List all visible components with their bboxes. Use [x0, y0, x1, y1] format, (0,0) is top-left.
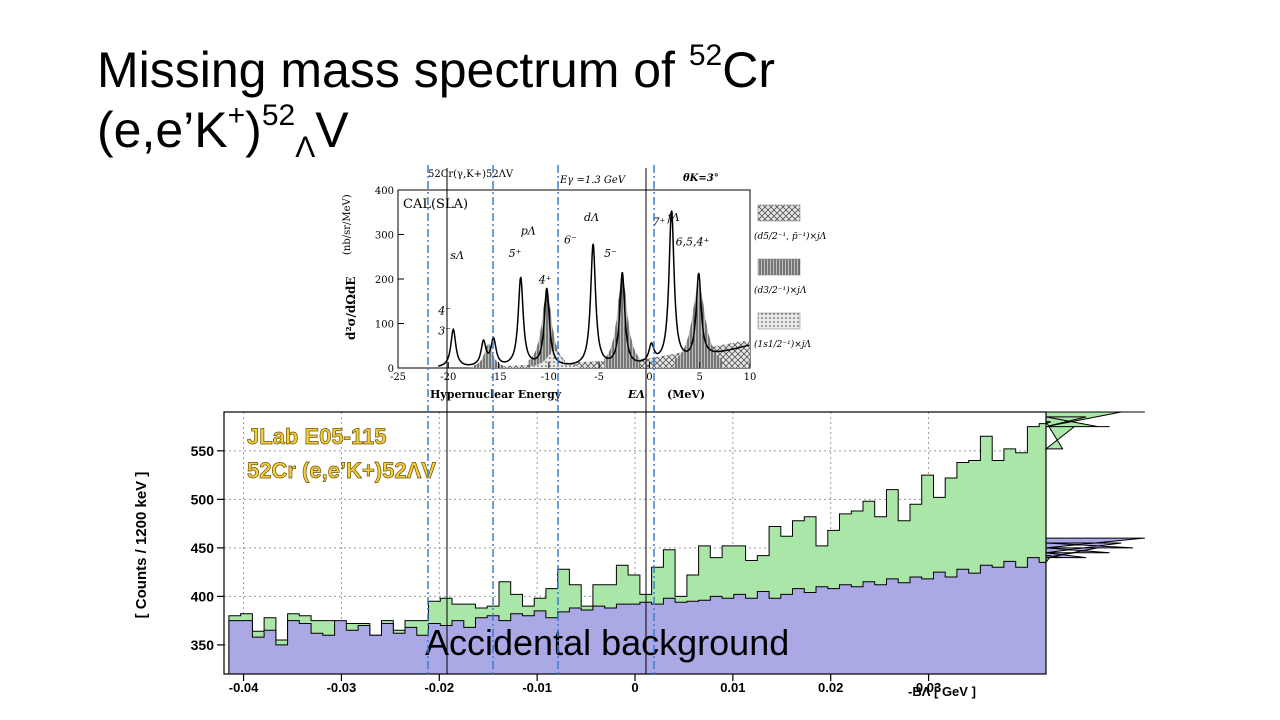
histogram-x-tick-label: -0.02: [424, 680, 454, 695]
theory-legend-swatch: [757, 204, 801, 222]
histogram-y-tick-label: 350: [191, 637, 215, 653]
theory-x-tick-label: -25: [390, 372, 406, 383]
histogram-y-tick-label: 400: [191, 588, 215, 604]
theory-peak-annotation: 5⁺: [509, 247, 522, 260]
theory-peak-annotation: fΛ: [667, 211, 680, 224]
theory-angle-label: θK=3°: [683, 173, 719, 184]
accidental-background-label: Accidental background: [425, 622, 789, 663]
theory-x-unit: (MeV): [667, 388, 705, 401]
theory-peak-annotation: sΛ: [450, 249, 464, 262]
theory-x-tick-label: 0: [646, 372, 652, 383]
theory-legend-swatch: [757, 258, 801, 276]
histogram-accidental-series: [228, 537, 1145, 675]
theory-model-label: CAL(SLA): [403, 197, 468, 212]
histogram-y-tick-label: 500: [191, 491, 215, 507]
title-line2: (e,e’K: [97, 102, 228, 158]
theory-peak-annotation: 4⁻: [437, 305, 451, 318]
theory-x-tick-label: 5: [697, 372, 703, 383]
theory-x-tick-label: -5: [594, 372, 604, 383]
experiment-label: JLab E05-115: [247, 424, 386, 449]
theory-peak-annotation: pΛ: [521, 225, 536, 238]
title-isotope-1: 52: [688, 39, 723, 72]
theory-y-label: d²σ/dΩdE: [344, 277, 358, 341]
slide-title: Missing mass spectrum of 52Cr (e,e’K+)52Λ…: [97, 39, 1197, 163]
theory-legend-label: (1s1/2⁻¹)×jΛ: [754, 339, 812, 350]
theory-peak-annotation: 6,5,4⁺: [676, 236, 710, 249]
theory-peak-annotation: 3⁻: [438, 325, 451, 338]
histogram-x-tick-label: 0.02: [818, 680, 843, 695]
theory-peak-annotation: 4⁺: [538, 273, 552, 286]
theory-vertical-component-peak: [528, 290, 565, 368]
histogram-y-label: [ Counts / 1200 keV ]: [133, 472, 150, 619]
histogram-x-tick-label: -0.03: [327, 680, 357, 695]
histogram-y-tick-label: 450: [191, 540, 215, 556]
theory-y-tick-label: 0: [388, 364, 394, 375]
theory-x-tick-label: -10: [541, 372, 557, 383]
histogram-x-tick-label: -0.04: [229, 680, 259, 695]
histogram-y-tick-label: 550: [191, 443, 215, 459]
theory-y-tick-label: 200: [375, 275, 394, 286]
theory-x-label: Hypernuclear Energy: [430, 388, 562, 401]
theory-beam-label: Eγ =1.3 GeV: [559, 175, 627, 186]
theory-peak-annotation: 7⁺: [652, 216, 665, 229]
histogram-x-tick-label: -0.01: [522, 680, 552, 695]
histogram-panel: -0.04 -0.03 -0.02 -0.01 0 0.01 0.02 0.03 350 400 4…: [133, 411, 1145, 699]
alignment-guide-lines: [427, 165, 655, 674]
theory-legend-label: (d3/2⁻¹)×jΛ: [754, 285, 807, 296]
theory-peak-annotation: 6⁻: [564, 233, 577, 246]
theory-legend-label: (d5/2⁻¹, p̄⁻¹)×jΛ: [754, 231, 827, 242]
theory-y-unit: (nb/sr/MeV): [342, 194, 353, 255]
title-element-2: V: [315, 102, 349, 158]
histogram-x-tick-label: 0.03: [916, 680, 941, 695]
histogram-x-tick-label: 0.01: [720, 680, 745, 695]
theory-cross-section-curve: [438, 210, 750, 367]
theory-vertical-component-peak: [604, 274, 641, 368]
theory-vertical-component-peak: [473, 343, 504, 368]
histogram-x-label: -BΛ [ GeV ]: [908, 684, 976, 699]
title-element-1: Cr: [722, 42, 775, 98]
title-plus: +: [227, 99, 246, 132]
theory-y-tick-label: 400: [375, 186, 394, 197]
theory-x-symbol: EΛ: [627, 388, 645, 401]
title-line1: Missing mass spectrum of: [97, 42, 675, 98]
theory-legend-swatch: [757, 312, 801, 330]
theory-y-tick-label: 300: [375, 231, 394, 242]
title-isotope-2: 52: [261, 99, 296, 132]
title-close: ): [245, 102, 262, 158]
theory-y-tick-label: 100: [375, 320, 394, 331]
theory-x-tick-label: -15: [491, 372, 507, 383]
theory-peak-annotation: 5⁻: [604, 247, 617, 260]
theory-vertical-component-peak: [674, 283, 723, 368]
theory-peak-annotation: dΛ: [584, 211, 599, 224]
theory-x-tick-label: -20: [440, 372, 456, 383]
title-lambda: Λ: [295, 131, 316, 164]
theory-title: 52Cr(γ,K+)52ΛV: [428, 169, 514, 180]
theory-x-tick-label: 10: [744, 372, 757, 383]
histogram-x-tick-label: 0: [631, 680, 638, 695]
reaction-label: 52Cr (e,e’K+)52ΛV: [247, 458, 436, 483]
